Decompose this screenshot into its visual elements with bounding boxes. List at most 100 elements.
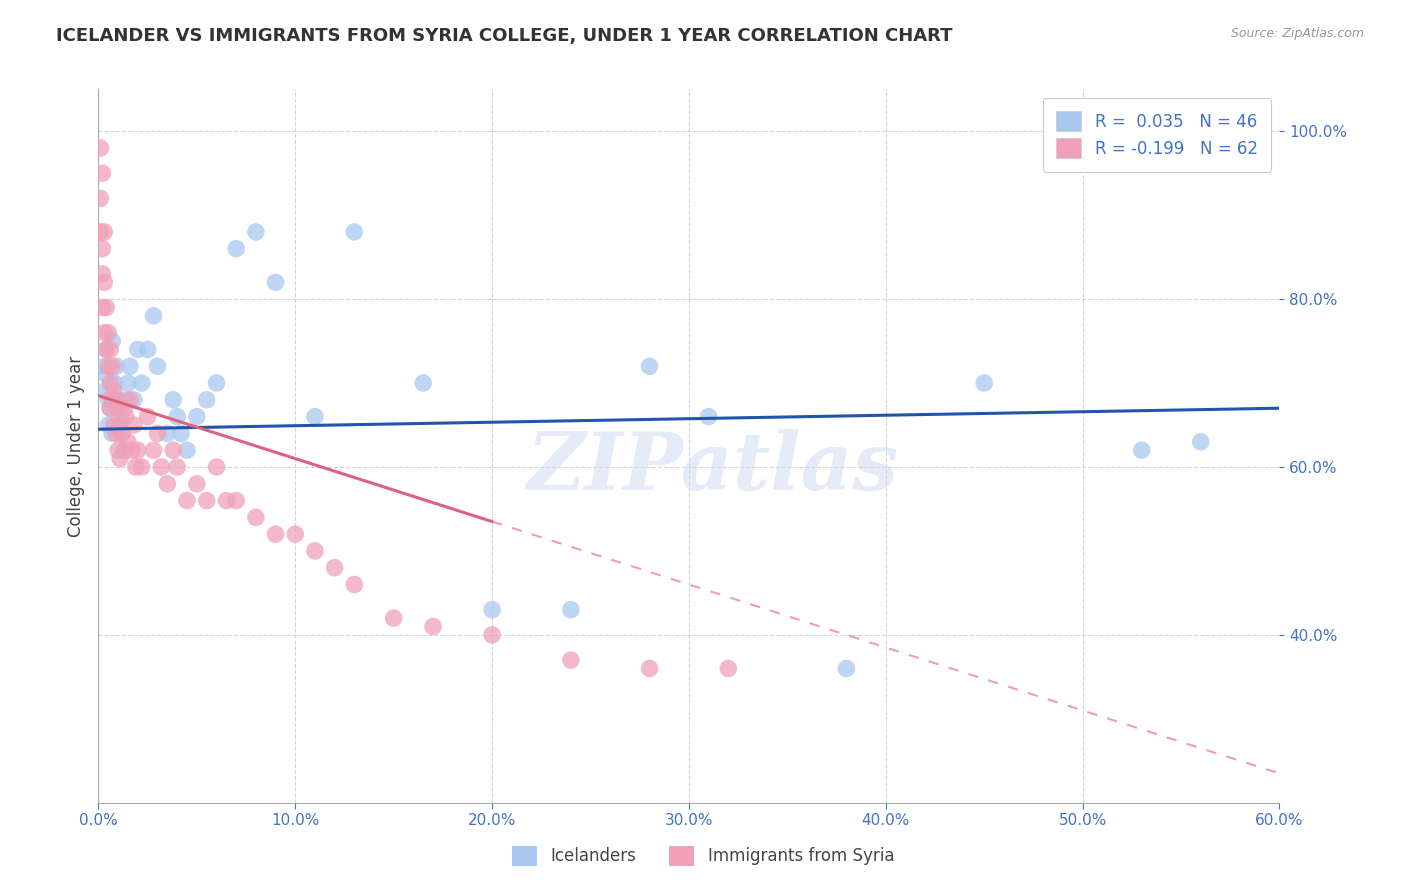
Point: [560, 603, 582, 617]
Point: [111, 426, 134, 441]
Point: [973, 376, 995, 390]
Point: [146, 359, 169, 374]
Point: [121, 443, 143, 458]
Point: [131, 460, 153, 475]
Point: [186, 476, 208, 491]
Y-axis label: College, Under 1 year: College, Under 1 year: [66, 355, 84, 537]
Point: [105, 392, 128, 407]
Point: [245, 510, 267, 524]
Point: [146, 426, 169, 441]
Point: [195, 392, 218, 407]
Point: [91, 301, 114, 315]
Point: [96, 343, 118, 357]
Point: [481, 603, 503, 617]
Point: [156, 476, 179, 491]
Point: [107, 443, 129, 458]
Point: [98, 343, 121, 357]
Point: [112, 443, 135, 458]
Point: [638, 661, 661, 675]
Point: [105, 426, 128, 441]
Point: [91, 267, 114, 281]
Point: [98, 376, 121, 390]
Text: Source: ZipAtlas.com: Source: ZipAtlas.com: [1230, 27, 1364, 40]
Point: [101, 392, 124, 407]
Point: [225, 242, 247, 256]
Point: [225, 493, 247, 508]
Point: [107, 401, 129, 416]
Point: [127, 343, 149, 357]
Point: [108, 451, 131, 466]
Point: [111, 426, 134, 441]
Point: [91, 166, 114, 180]
Point: [156, 426, 179, 441]
Point: [122, 417, 145, 432]
Point: [205, 376, 228, 390]
Point: [89, 191, 111, 205]
Point: [245, 225, 267, 239]
Point: [93, 384, 115, 399]
Point: [162, 392, 184, 407]
Point: [108, 417, 131, 432]
Point: [215, 493, 238, 508]
Point: [176, 493, 198, 508]
Point: [97, 392, 120, 407]
Point: [304, 544, 326, 558]
Point: [97, 326, 120, 340]
Point: [422, 619, 444, 633]
Point: [284, 527, 307, 541]
Point: [93, 326, 115, 340]
Point: [103, 384, 125, 399]
Point: [122, 392, 145, 407]
Point: [560, 653, 582, 667]
Point: [131, 376, 153, 390]
Point: [89, 225, 111, 239]
Point: [162, 443, 184, 458]
Point: [118, 359, 141, 374]
Point: [96, 368, 118, 382]
Point: [98, 401, 121, 416]
Point: [89, 141, 111, 155]
Point: [835, 661, 858, 675]
Point: [166, 460, 188, 475]
Point: [108, 409, 131, 424]
Point: [105, 359, 128, 374]
Point: [717, 661, 740, 675]
Point: [638, 359, 661, 374]
Point: [118, 392, 141, 407]
Point: [150, 460, 173, 475]
Point: [343, 577, 366, 591]
Point: [103, 376, 125, 390]
Point: [101, 334, 124, 348]
Point: [304, 409, 326, 424]
Point: [264, 527, 287, 541]
Text: ICELANDER VS IMMIGRANTS FROM SYRIA COLLEGE, UNDER 1 YEAR CORRELATION CHART: ICELANDER VS IMMIGRANTS FROM SYRIA COLLE…: [56, 27, 953, 45]
Point: [93, 275, 115, 289]
Point: [136, 409, 159, 424]
Point: [127, 443, 149, 458]
Point: [91, 242, 114, 256]
Point: [343, 225, 366, 239]
Point: [115, 409, 138, 424]
Point: [101, 426, 124, 441]
Point: [170, 426, 193, 441]
Point: [136, 343, 159, 357]
Point: [125, 460, 148, 475]
Point: [97, 417, 120, 432]
Point: [264, 275, 287, 289]
Point: [205, 460, 228, 475]
Point: [93, 359, 115, 374]
Point: [142, 443, 165, 458]
Point: [117, 376, 139, 390]
Point: [481, 628, 503, 642]
Point: [1130, 443, 1153, 458]
Point: [115, 392, 138, 407]
Point: [142, 309, 165, 323]
Point: [195, 493, 218, 508]
Point: [93, 225, 115, 239]
Point: [97, 359, 120, 374]
Point: [101, 359, 124, 374]
Point: [176, 443, 198, 458]
Point: [323, 560, 346, 574]
Point: [697, 409, 720, 424]
Point: [412, 376, 434, 390]
